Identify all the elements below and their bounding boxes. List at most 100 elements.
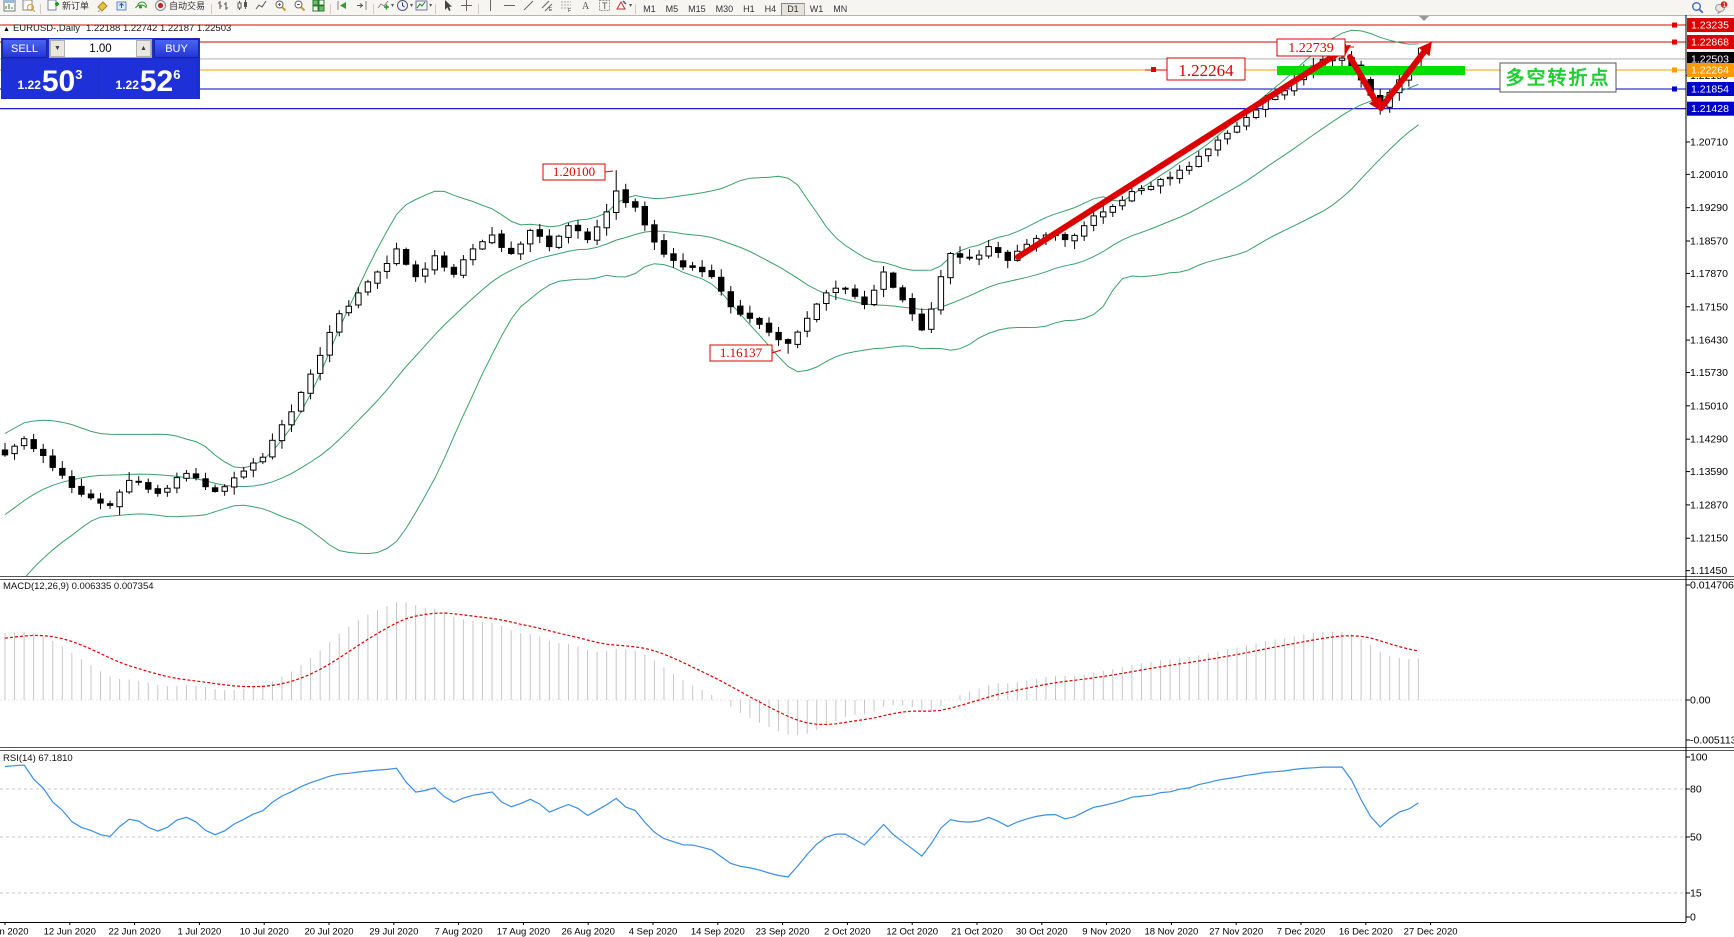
date-label: 2 Oct 2020 xyxy=(824,927,870,937)
periods-icon[interactable]: ▾ xyxy=(396,0,413,12)
hline-handle[interactable] xyxy=(1672,86,1677,92)
svg-text:1.23235: 1.23235 xyxy=(1691,20,1729,32)
signals-icon[interactable] xyxy=(132,0,149,12)
timeframe-M1[interactable]: M1 xyxy=(643,4,656,15)
one-click-trading-panel: SELL ▼ ▲ BUY 1.22 50 3 1.22 52 6 xyxy=(1,38,200,99)
svg-text:0.00: 0.00 xyxy=(1690,695,1711,707)
zoom-in-icon[interactable] xyxy=(272,0,289,12)
line-chart-icon[interactable] xyxy=(253,0,270,12)
cursor-icon[interactable] xyxy=(439,0,456,12)
collapse-triangle-icon[interactable]: ▲ xyxy=(3,26,10,33)
new-order-button[interactable]: 新订单 xyxy=(43,0,93,12)
timeframe-H4[interactable]: H4 xyxy=(764,4,777,15)
bollinger-middle xyxy=(4,83,1419,516)
svg-text:-0.005113: -0.005113 xyxy=(1690,734,1734,746)
indicators-icon[interactable]: ▾ xyxy=(377,0,394,12)
candle-chart-icon[interactable] xyxy=(234,0,251,12)
date-label: 22 Jun 2020 xyxy=(108,927,160,937)
price-label-1-22264[interactable]: 1.22264 xyxy=(1145,57,1246,81)
bollinger-lower xyxy=(25,124,1419,576)
macd-signal-line xyxy=(4,612,1419,726)
fibonacci-icon[interactable]: F xyxy=(558,0,575,12)
buy-price-display[interactable]: 1.22 52 6 xyxy=(100,60,196,98)
text-icon[interactable]: A xyxy=(577,0,594,12)
crosshair-icon[interactable] xyxy=(458,0,475,12)
channel-icon[interactable]: E xyxy=(539,0,556,12)
svg-text:80: 80 xyxy=(1690,784,1702,796)
svg-text:1.19290: 1.19290 xyxy=(1690,202,1728,214)
timeframe-W1[interactable]: W1 xyxy=(809,4,824,15)
timeframe-D1[interactable]: D1 xyxy=(781,2,805,16)
price-label-1-16137[interactable]: 1.16137 xyxy=(709,344,782,362)
timeframe-M5[interactable]: M5 xyxy=(665,4,679,15)
rsi-indicator-canvas[interactable]: 100 80 50 15 0 xyxy=(0,747,1734,922)
timeframe-H1[interactable]: H1 xyxy=(743,4,755,15)
svg-text:1.15010: 1.15010 xyxy=(1690,400,1728,412)
buy-price-pip: 6 xyxy=(173,67,181,82)
timeframe-M15[interactable]: M15 xyxy=(688,4,706,15)
svg-text:多空转折点: 多空转折点 xyxy=(1505,66,1610,89)
rsi-axis[interactable]: 100 80 50 15 0 xyxy=(1685,747,1708,922)
tile-windows-icon[interactable] xyxy=(310,0,327,12)
svg-text:1.21428: 1.21428 xyxy=(1691,103,1729,115)
bar-chart-icon[interactable] xyxy=(215,0,232,12)
date-label: 21 Oct 2020 xyxy=(951,927,1003,937)
timeframe-MN[interactable]: MN xyxy=(833,4,848,15)
macd-axis[interactable]: 0.014706 0.00 -0.005113 xyxy=(1685,576,1734,747)
autoscroll-icon[interactable] xyxy=(334,0,351,12)
toolbar-separator xyxy=(435,4,437,15)
hline-handle[interactable] xyxy=(1672,39,1677,45)
macd-title: MACD(12,26,9) 0.006335 0.007354 xyxy=(3,581,154,592)
chart-shift-marker-icon[interactable] xyxy=(1419,16,1429,21)
profiles-icon[interactable] xyxy=(20,0,37,13)
svg-text:1: 1 xyxy=(1722,2,1726,9)
date-label: 2 Jun 2020 xyxy=(0,927,29,937)
macd-indicator-canvas[interactable]: 0.014706 0.00 -0.005113 xyxy=(0,576,1734,747)
horizontal-line-icon[interactable] xyxy=(501,0,518,12)
volume-input[interactable] xyxy=(65,40,136,57)
svg-text:1.18570: 1.18570 xyxy=(1690,236,1728,248)
turning-point-label[interactable]: 多空转折点 xyxy=(1499,62,1617,93)
svg-text:1.14290: 1.14290 xyxy=(1690,434,1728,446)
date-label: 27 Dec 2020 xyxy=(1404,927,1458,937)
svg-text:1.20100: 1.20100 xyxy=(553,164,595,179)
sell-button[interactable]: SELL xyxy=(2,39,47,58)
buy-button[interactable]: BUY xyxy=(154,39,199,58)
date-label: 12 Jun 2020 xyxy=(44,927,96,937)
price-label-1-20100[interactable]: 1.20100 xyxy=(542,163,614,181)
date-label: 4 Sep 2020 xyxy=(629,927,678,937)
support-zone-bar[interactable] xyxy=(1277,66,1465,75)
search-icon[interactable] xyxy=(1689,1,1706,14)
hline-handle[interactable] xyxy=(1672,22,1677,28)
price-label-1-22739[interactable]: 1.22739 xyxy=(1276,38,1354,57)
trendline-icon[interactable] xyxy=(520,0,537,12)
toolbar: 新订单 自动交易 ▾ ▾ ▾ E F A T ▾ M1 M5 M15 M30 H1 H4 D1 W1 MN 1 xyxy=(0,0,1734,16)
svg-text:15: 15 xyxy=(1690,888,1702,900)
hline-handle[interactable] xyxy=(1672,67,1677,73)
new-chart-icon[interactable] xyxy=(1,0,18,12)
timeframe-M30[interactable]: M30 xyxy=(715,4,734,15)
text-label-icon[interactable]: T xyxy=(596,0,613,12)
price-chart-canvas[interactable]: 1.201001.161371.222641.22739多空转折点1.22150… xyxy=(0,15,1734,576)
autotrade-button[interactable]: 自动交易 xyxy=(150,0,209,12)
chart-shift-icon[interactable] xyxy=(353,0,370,12)
time-axis[interactable]: 2 Jun 2020 12 Jun 2020 22 Jun 2020 1 Jul 20… xyxy=(0,922,1734,937)
date-label: 26 Aug 2020 xyxy=(562,927,615,937)
date-label: 12 Oct 2020 xyxy=(886,927,938,937)
templates-icon[interactable]: ▾ xyxy=(415,0,432,12)
volume-increase-button[interactable]: ▲ xyxy=(136,40,151,57)
zoom-out-icon[interactable] xyxy=(291,0,308,12)
sell-price-main: 50 xyxy=(41,65,76,98)
chart-color-icon[interactable] xyxy=(94,0,111,13)
svg-text:1.22264: 1.22264 xyxy=(1178,61,1234,80)
shapes-icon[interactable]: ▾ xyxy=(615,0,632,12)
toolbar-separator xyxy=(40,4,41,15)
price-axis[interactable]: 1.221501.207101.200101.192901.185701.178… xyxy=(1685,15,1734,576)
notifications-icon[interactable]: 1 xyxy=(1712,1,1729,14)
publish-icon[interactable] xyxy=(113,0,130,12)
vertical-line-icon[interactable] xyxy=(482,0,499,12)
sell-price-display[interactable]: 1.22 50 3 xyxy=(2,60,98,98)
svg-text:1.11450: 1.11450 xyxy=(1690,565,1727,576)
volume-decrease-button[interactable]: ▼ xyxy=(50,40,65,57)
